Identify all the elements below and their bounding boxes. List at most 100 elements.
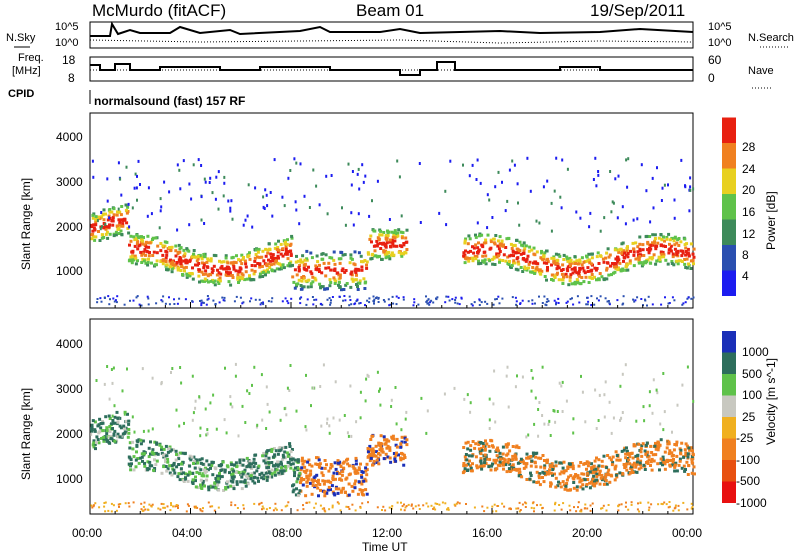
- xlabel: Time UT: [362, 540, 408, 554]
- heatmap-cell: [373, 249, 377, 253]
- heatmap-cell: [569, 273, 573, 277]
- heatmap-cell: [236, 507, 239, 509]
- heatmap-cell: [393, 239, 397, 243]
- heatmap-cell: [149, 452, 152, 456]
- heatmap-cell: [146, 234, 150, 238]
- heatmap-cell: [535, 451, 539, 455]
- heatmap-cell: [249, 474, 253, 478]
- heatmap-cell: [291, 275, 295, 279]
- heatmap-cell: [150, 261, 153, 265]
- heatmap-cell: [654, 447, 658, 451]
- heatmap-cell: [469, 256, 473, 260]
- heatmap-cell: [617, 509, 620, 512]
- heatmap-cell: [104, 510, 107, 513]
- heatmap-cell: [468, 237, 472, 241]
- heatmap-cell: [470, 469, 474, 473]
- heatmap-cell: [521, 257, 525, 261]
- heatmap-cell: [581, 487, 585, 491]
- heatmap-cell: [166, 457, 170, 461]
- heatmap-cell: [327, 261, 331, 265]
- heatmap-cell: [305, 268, 309, 272]
- heatmap-cell: [364, 488, 368, 492]
- heatmap-cell: [644, 443, 648, 447]
- heatmap-cell: [160, 471, 164, 475]
- heatmap-cell: [278, 469, 282, 473]
- heatmap-cell: [574, 473, 578, 476]
- heatmap-cell: [313, 475, 317, 479]
- heatmap-cell: [535, 250, 539, 254]
- heatmap-cell: [179, 467, 183, 471]
- heatmap-cell: [558, 381, 561, 385]
- heatmap-cell: [553, 509, 556, 512]
- heatmap-cell: [260, 265, 264, 268]
- heatmap-cell: [171, 367, 174, 370]
- heatmap-cell: [187, 504, 190, 507]
- heatmap-cell: [278, 267, 282, 271]
- heatmap-cell: [172, 263, 176, 267]
- heatmap-cell: [215, 479, 219, 483]
- heatmap-cell: [674, 504, 677, 507]
- heatmap-cell: [296, 459, 300, 463]
- heatmap-cell: [564, 469, 568, 473]
- heatmap-cell: [191, 478, 195, 482]
- heatmap-cell: [488, 457, 492, 461]
- heatmap-cell: [356, 298, 359, 301]
- heatmap-cell: [283, 242, 287, 246]
- heatmap-cell: [283, 450, 287, 454]
- heatmap-cell: [643, 419, 646, 423]
- heatmap-cell: [631, 471, 635, 474]
- heatmap-cell: [150, 505, 153, 508]
- xtick-5: 20:00: [572, 526, 603, 540]
- heatmap-cell: [175, 408, 178, 412]
- heatmap-cell: [632, 264, 636, 268]
- heatmap-cell: [542, 255, 546, 259]
- heatmap-cell: [368, 214, 371, 218]
- heatmap-cell: [202, 254, 206, 258]
- heatmap-cell: [550, 464, 554, 468]
- heatmap-cell: [258, 272, 262, 276]
- heatmap-cell: [595, 478, 599, 482]
- heatmap-cell: [270, 472, 274, 476]
- heatmap-cell: [273, 473, 277, 477]
- heatmap-cell: [668, 464, 672, 468]
- heatmap-cell: [565, 257, 569, 261]
- heatmap-cell: [524, 465, 528, 469]
- heatmap-cell: [205, 433, 208, 437]
- heatmap-cell: [671, 255, 675, 259]
- heatmap-cell: [287, 176, 290, 180]
- heatmap-cell: [313, 276, 317, 280]
- heatmap-cell: [691, 258, 695, 262]
- heatmap-cell: [191, 374, 194, 378]
- heatmap-cell: [543, 251, 547, 255]
- heatmap-cell: [336, 271, 340, 275]
- heatmap-cell: [211, 505, 214, 508]
- heatmap-cell: [276, 460, 280, 464]
- heatmap-cell: [336, 501, 339, 504]
- heatmap-cell: [127, 431, 131, 435]
- heatmap-cell: [671, 252, 675, 256]
- heatmap-cell: [669, 249, 673, 253]
- heatmap-cell: [331, 474, 335, 478]
- heatmap-cell: [392, 244, 396, 248]
- heatmap-cell: [664, 245, 667, 248]
- heatmap-cell: [418, 162, 421, 165]
- heatmap-cell: [631, 463, 635, 467]
- heatmap-cell: [234, 374, 237, 378]
- heatmap-cell: [242, 301, 245, 304]
- heatmap-cell: [630, 503, 633, 506]
- heatmap-cell: [91, 159, 94, 163]
- heatmap-cell: [640, 298, 643, 300]
- heatmap-cell: [524, 506, 527, 508]
- heatmap-cell: [560, 269, 564, 272]
- heatmap-cell: [598, 272, 602, 275]
- heatmap-cell: [262, 259, 266, 263]
- heatmap-cell: [120, 233, 124, 236]
- heatmap-cell: [343, 414, 346, 417]
- heatmap-cell: [91, 443, 95, 447]
- heatmap-cell: [665, 237, 669, 241]
- heatmap-cell: [127, 428, 131, 431]
- heatmap-cell: [224, 486, 228, 489]
- heatmap-cell: [120, 224, 124, 228]
- heatmap-cell: [635, 470, 639, 474]
- heatmap-cell: [109, 298, 111, 301]
